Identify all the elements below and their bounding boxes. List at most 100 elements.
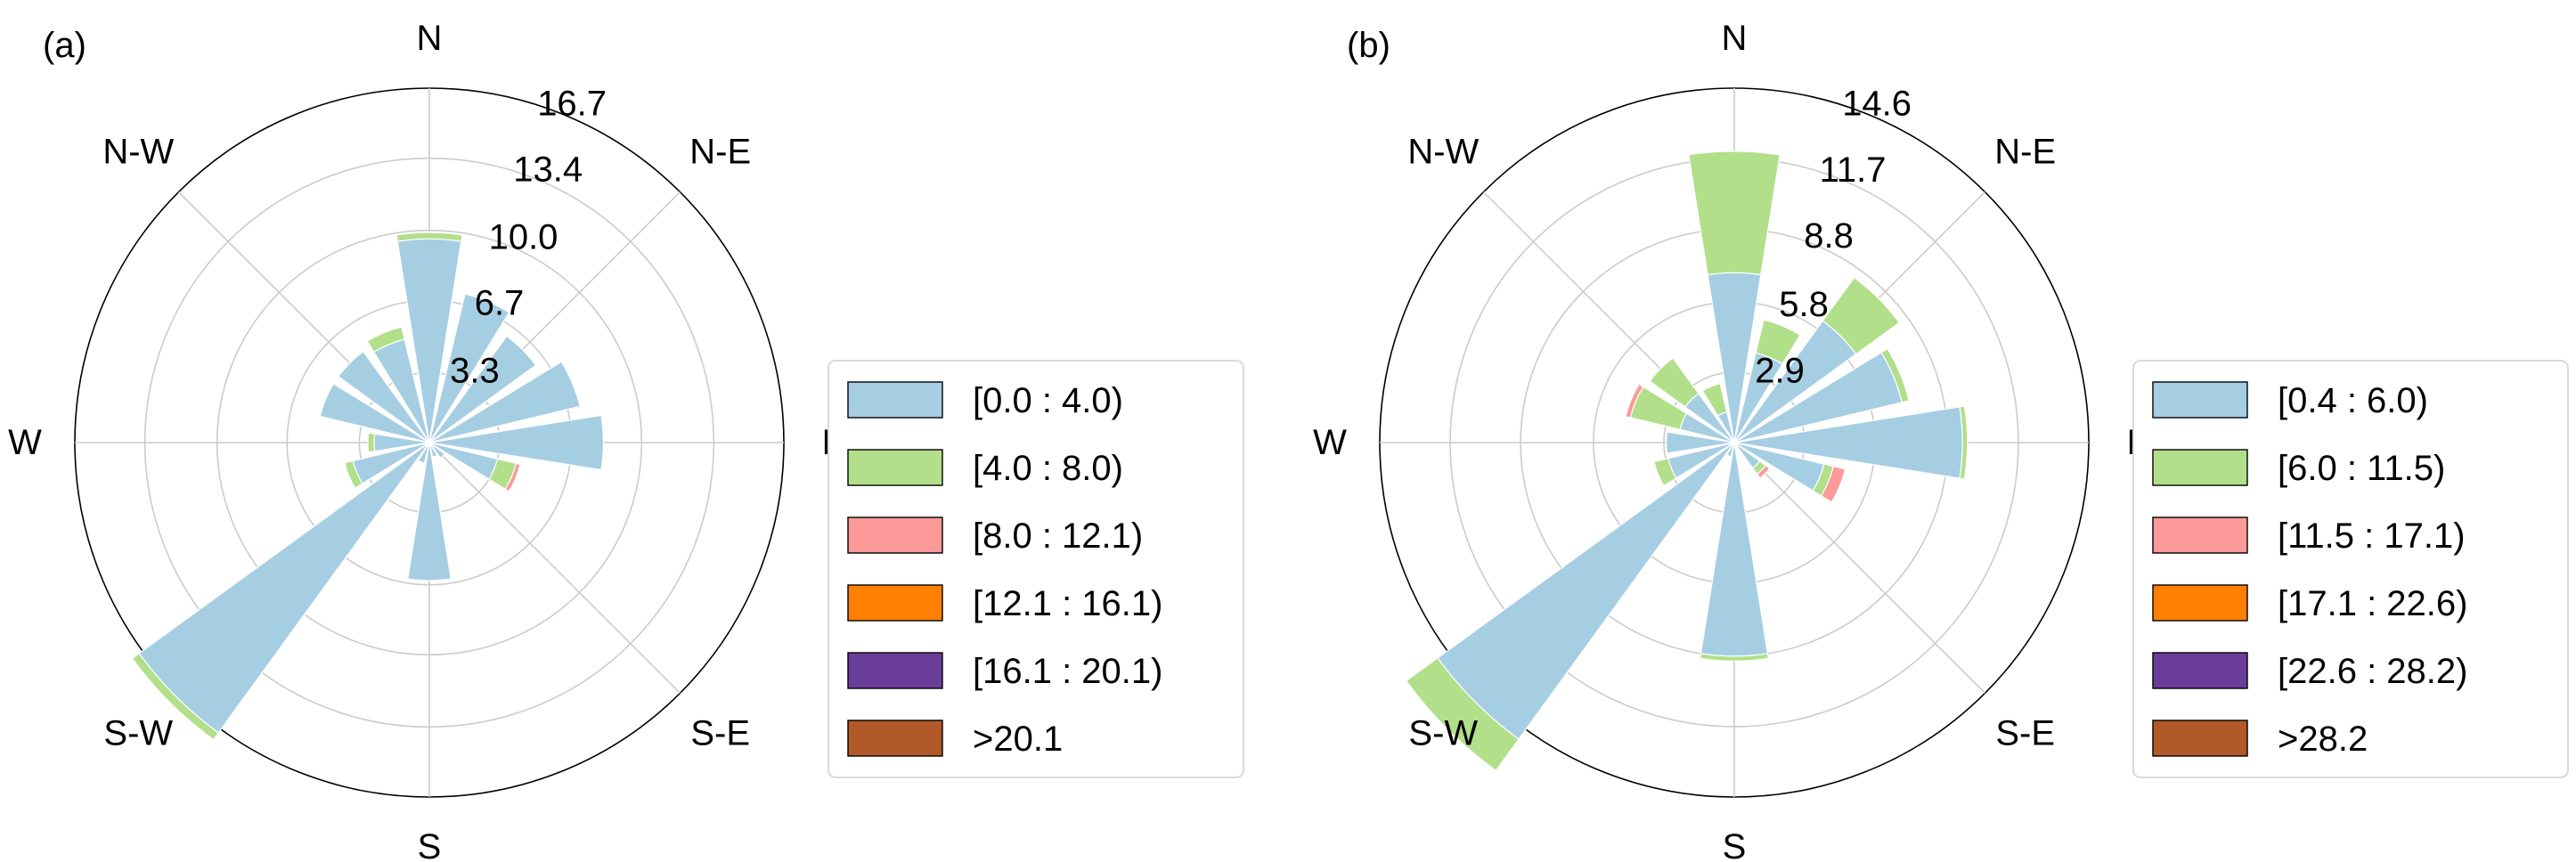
- compass-label-n-e: N-E: [689, 132, 751, 171]
- legend-item: [22.6 : 28.2): [2152, 652, 2467, 691]
- rose-bar-nne-bin-0: [428, 293, 510, 443]
- legend-item: [12.1 : 16.1): [847, 584, 1162, 623]
- radial-tick-label: 13.4: [513, 150, 583, 189]
- rose-bar-wnw-bin-2: [1625, 383, 1644, 419]
- legend-label: >20.1: [973, 720, 1063, 759]
- rose-bar-s-w-bin-0: [1437, 442, 1735, 740]
- compass-label-w: W: [8, 423, 42, 462]
- legend-label: [11.5 : 17.1): [2278, 516, 2466, 556]
- legend-label: [17.1 : 22.6): [2278, 584, 2467, 623]
- compass-label-s-w: S-W: [1408, 714, 1478, 753]
- radial-tick-label: 10.0: [489, 218, 558, 257]
- rose-bar-nnw-bin-1: [1701, 383, 1728, 417]
- rose-bar-s-w-bin-1: [131, 652, 220, 741]
- legend-swatch: [847, 584, 943, 622]
- legend-item: [0.4 : 6.0): [2152, 381, 2428, 420]
- rose-bar-ese-bin-2: [504, 462, 521, 492]
- rose-bar-s-e-bin-2: [1756, 464, 1771, 479]
- legend-frame: [2132, 360, 2569, 778]
- legend-item: >20.1: [847, 720, 1063, 759]
- legend-item: [8.0 : 12.1): [847, 516, 1143, 556]
- legend-item: >28.2: [2152, 720, 2368, 759]
- compass-label-n-w: N-W: [102, 132, 174, 171]
- rose-bar-s-bin-0: [407, 442, 452, 581]
- legend-swatch: [2152, 584, 2248, 622]
- legend-swatch: [847, 449, 943, 486]
- rose-bar-wsw-bin-1: [1653, 458, 1677, 487]
- compass-label-n: N: [1722, 19, 1748, 58]
- rose-bar-s-e-bin-0: [428, 442, 446, 459]
- radial-tick-label: 16.7: [537, 85, 607, 124]
- rose-bar-s-w-bin-0: [138, 442, 430, 734]
- rose-bar-e-bin-0: [428, 414, 605, 471]
- rose-bar-w-bin-0: [1666, 431, 1735, 454]
- rose-bar-nne-bin-1: [1755, 319, 1801, 365]
- rose-bar-ese-bin-2: [1820, 466, 1846, 503]
- rose-bar-n-e-bin-1: [1822, 276, 1901, 355]
- rose-bar-ssw-bin-0: [1725, 442, 1735, 458]
- radial-tick-label: 14.6: [1842, 85, 1912, 124]
- radial-tick-label: 6.7: [475, 284, 525, 323]
- legend-item: [17.1 : 22.6): [2152, 584, 2467, 623]
- rose-bar-ene-bin-0: [428, 361, 581, 443]
- rose-bar-n-bin-1: [1688, 150, 1781, 276]
- legend-label: [0.4 : 6.0): [2278, 381, 2428, 420]
- legend-label: [4.0 : 8.0): [973, 449, 1123, 488]
- radial-tick-label: 5.8: [1779, 285, 1829, 324]
- legend-swatch: [847, 516, 943, 554]
- legend-label: [0.0 : 4.0): [973, 381, 1123, 420]
- radial-tick-label: 3.3: [450, 352, 500, 391]
- rose-bar-nnw-bin-1: [366, 326, 405, 354]
- legend-swatch: [2152, 516, 2248, 554]
- compass-label-s: S: [418, 827, 442, 862]
- rose-bar-sse-bin-0: [428, 442, 438, 458]
- legend-item: [4.0 : 8.0): [847, 449, 1123, 488]
- windrose-panel-b: (b)2.95.88.811.714.6NN-EES-ESS-WWN-W[0.4…: [1313, 19, 2569, 862]
- rose-bar-e-bin-1: [1959, 405, 1969, 480]
- rose-bar-n-w-bin-1: [1649, 357, 1700, 408]
- legend-label: [6.0 : 11.5): [2278, 449, 2445, 488]
- panel-label: (a): [43, 26, 86, 65]
- legend-swatch: [847, 652, 943, 689]
- legend: [0.4 : 6.0) [6.0 : 11.5) [11.5 : 17.1) [17.…: [2132, 360, 2569, 778]
- rose-bar-ene-bin-1: [1880, 347, 1910, 403]
- legend-swatch: [2152, 652, 2248, 689]
- rose-bar-wnw-bin-0: [319, 383, 430, 443]
- radial-tick-label: 2.9: [1755, 351, 1805, 390]
- compass-label-s-e: S-E: [690, 714, 750, 753]
- grid-spoke: [1733, 442, 1985, 694]
- legend-frame: [827, 360, 1244, 778]
- legend-item: [11.5 : 17.1): [2152, 516, 2466, 556]
- panel-label: (b): [1347, 26, 1390, 65]
- rose-bar-n-bin-1: [395, 232, 463, 242]
- grid-spoke: [428, 442, 681, 694]
- legend-swatch: [2152, 381, 2248, 419]
- compass-label-n: N: [417, 19, 443, 58]
- rose-bar-n-w-bin-0: [337, 350, 430, 443]
- legend-label: [16.1 : 20.1): [973, 652, 1162, 691]
- legend-label: [8.0 : 12.1): [973, 516, 1143, 556]
- legend: [0.0 : 4.0) [4.0 : 8.0) [8.0 : 12.1) [12.1 …: [827, 360, 1244, 778]
- legend-label: [22.6 : 28.2): [2278, 652, 2467, 691]
- compass-label-n-w: N-W: [1407, 132, 1479, 171]
- legend-swatch: [2152, 720, 2248, 757]
- compass-label-s-w: S-W: [103, 714, 173, 753]
- windrose-panel-a: (a)3.36.710.013.416.7NN-EES-ESS-WWN-W[0.…: [8, 19, 1244, 862]
- compass-label-s: S: [1723, 827, 1747, 862]
- rose-bar-wsw-bin-1: [344, 459, 363, 489]
- rose-bar-n-e-bin-0: [428, 335, 537, 443]
- compass-label-n-e: N-E: [1994, 132, 2056, 171]
- compass-label-w: W: [1313, 423, 1347, 462]
- compass-label-s-e: S-E: [1995, 714, 2055, 753]
- rose-bar-ssw-bin-0: [417, 442, 430, 464]
- rose-bar-s-bin-1: [1699, 653, 1770, 662]
- legend-swatch: [847, 381, 943, 419]
- legend-swatch: [2152, 449, 2248, 486]
- legend-swatch: [847, 720, 943, 757]
- legend-label: >28.2: [2278, 720, 2368, 759]
- rose-bar-s-w-bin-1: [1405, 657, 1520, 772]
- radial-tick-label: 11.7: [1820, 150, 1887, 190]
- legend-item: [0.0 : 4.0): [847, 381, 1123, 420]
- radial-tick-label: 8.8: [1804, 216, 1854, 256]
